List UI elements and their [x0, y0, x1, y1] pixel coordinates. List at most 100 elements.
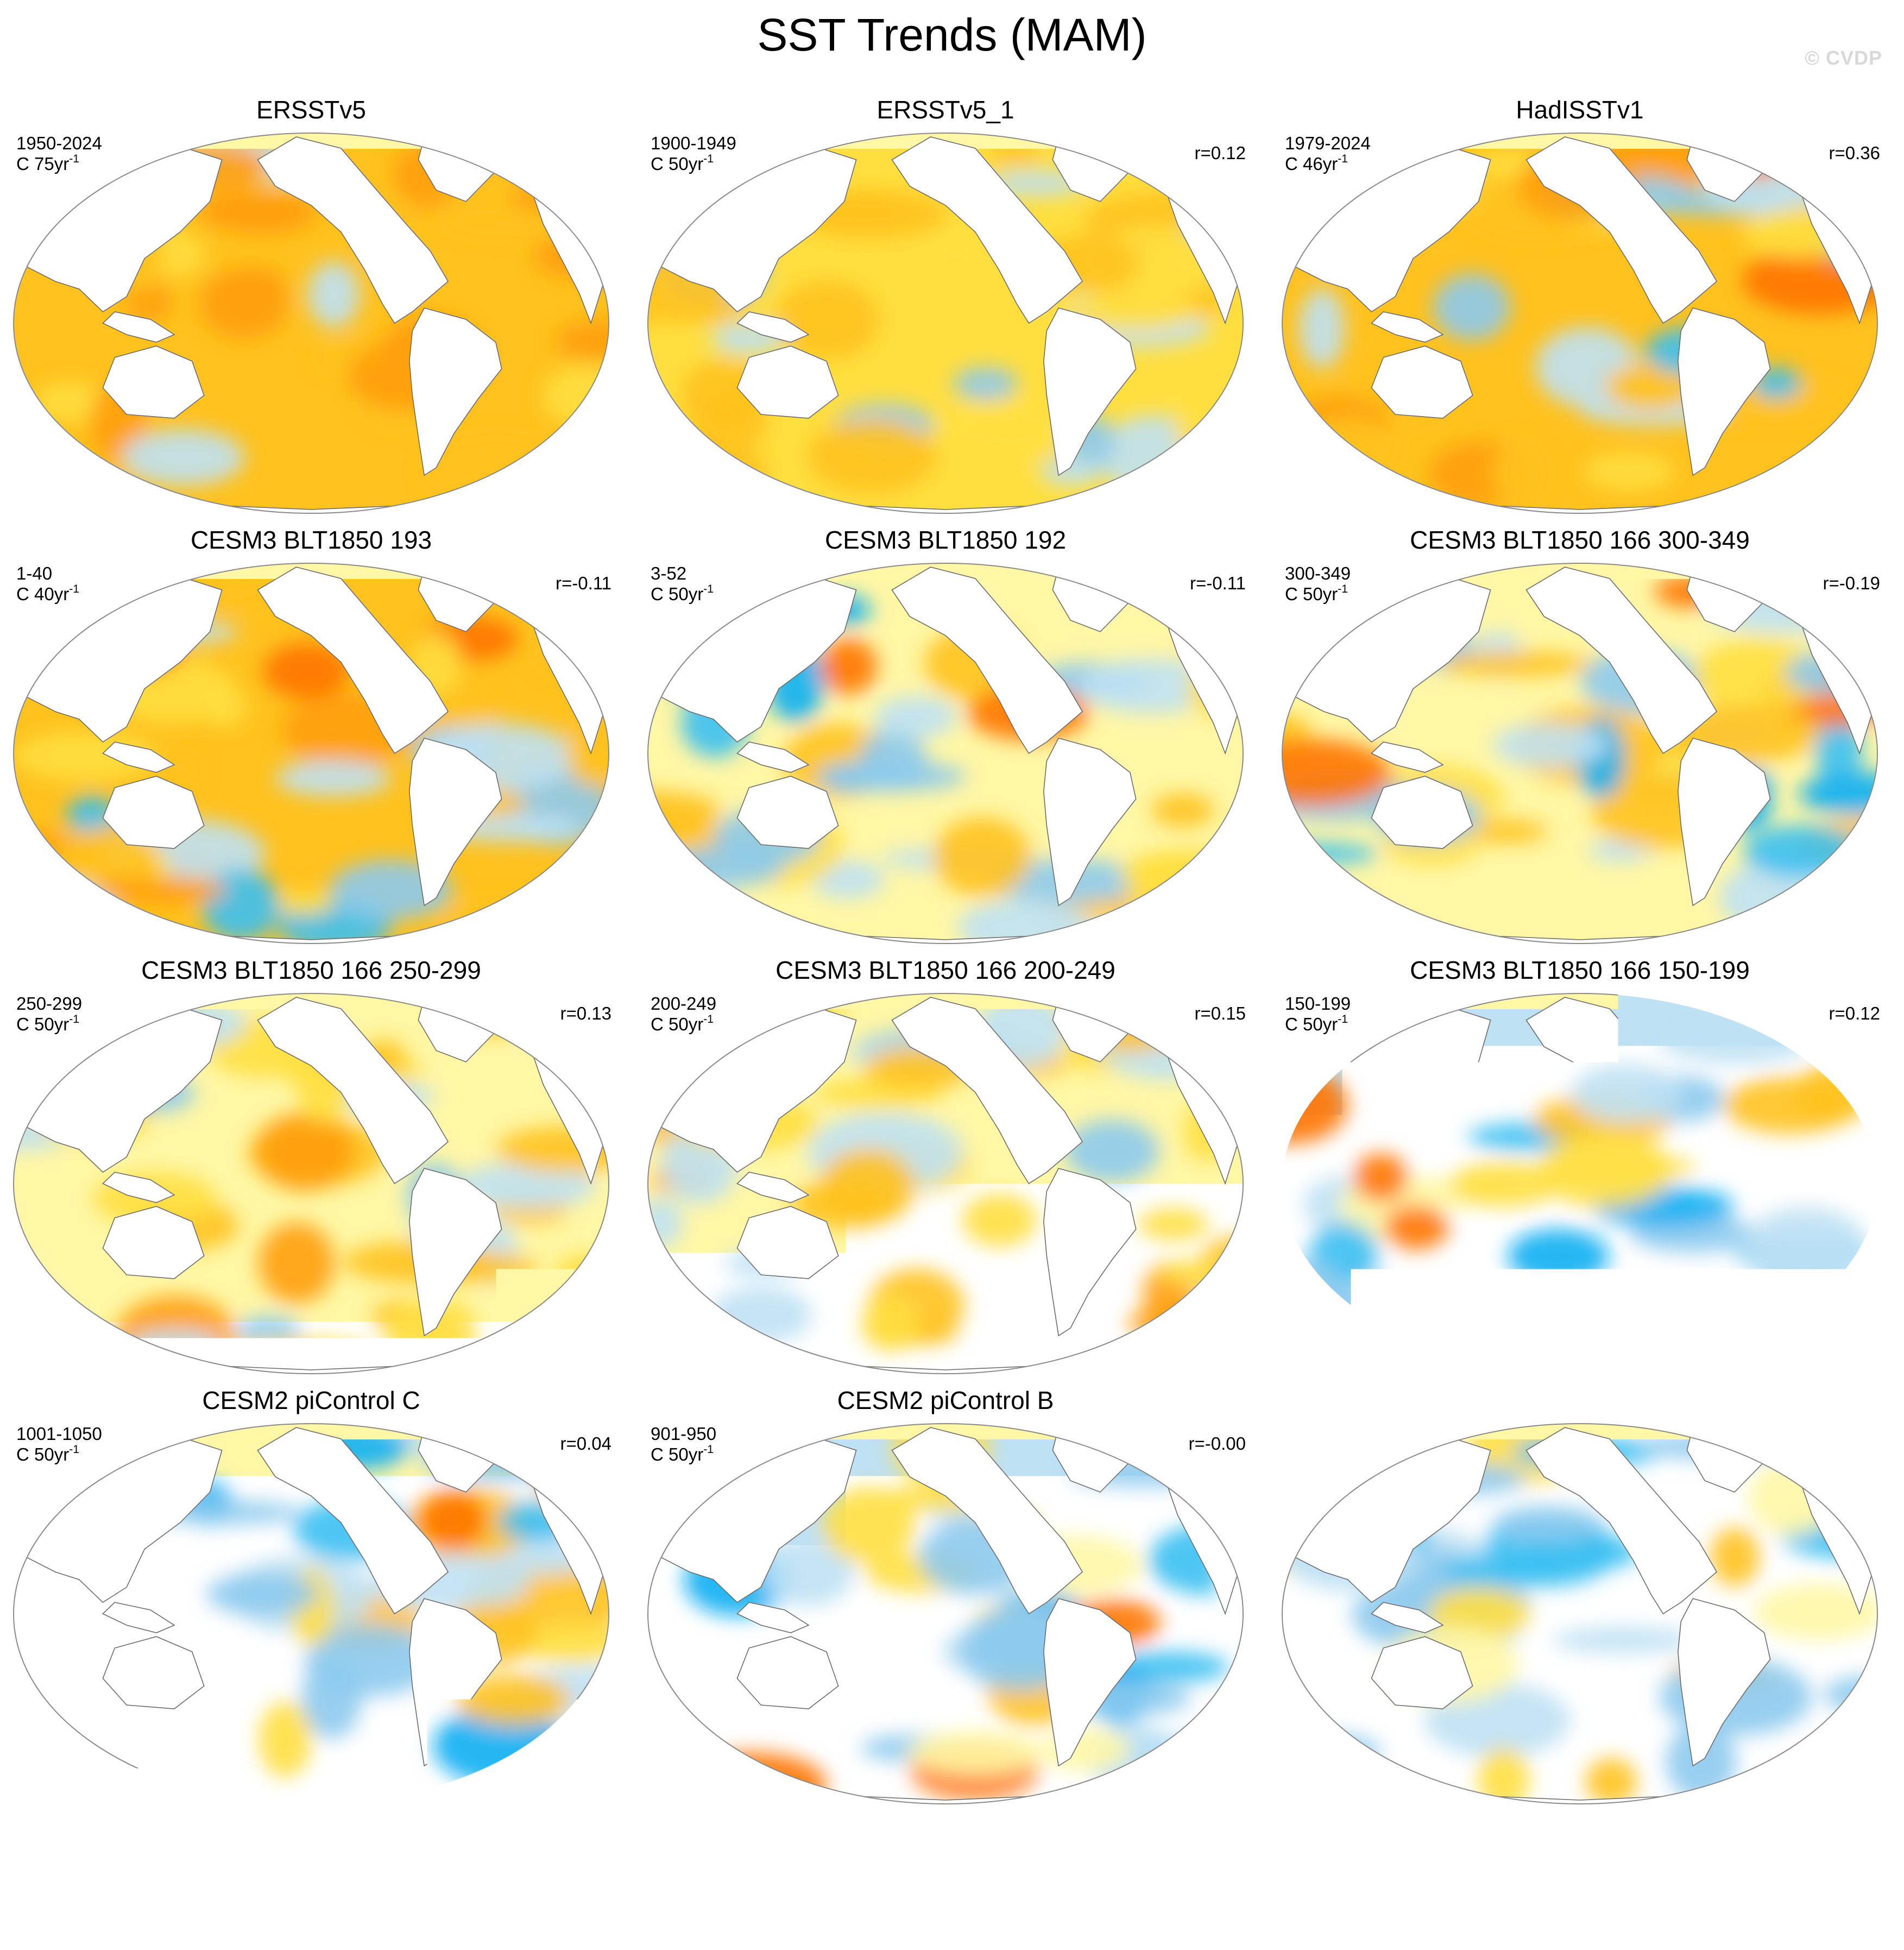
- panel-title: CESM2 piControl B: [639, 1385, 1252, 1416]
- colorbar-tick-label: -6: [411, 1912, 441, 1947]
- map-panel: CESM3 BLT1850 166 150-199 150-199 C 50yr-1…: [1273, 952, 1887, 1386]
- colorbar-swatch: [360, 1864, 426, 1898]
- colorbar-tick-label: 2: [1207, 1912, 1225, 1947]
- colorbar-labels: -6 -4 -2 -0.5 0 0.5 2 4 6: [294, 1912, 1611, 1950]
- trend-contour: [520, 449, 572, 494]
- trend-contour: [307, 262, 360, 328]
- panel-title: HadISSTv1: [1273, 95, 1887, 125]
- watermark: © CVDP: [1805, 47, 1882, 70]
- trend-contour: [94, 876, 227, 904]
- trend-contour: [259, 1223, 335, 1304]
- sst-trend-map: [10, 561, 613, 946]
- trend-contour: [1799, 1300, 1856, 1369]
- colorbar-swatch: [1545, 1864, 1611, 1898]
- trend-contour: [819, 1148, 915, 1224]
- trend-contour: [275, 760, 391, 797]
- trend-contour: [925, 234, 987, 275]
- trend-contour: [1151, 794, 1214, 827]
- figure-title: SST Trends (MAM): [0, 8, 1904, 62]
- map-panel: CESM3 BLT1850 192 3-52 C 50yr-1 r=-0.11: [639, 521, 1252, 956]
- map-panel: CESM2 piControl A 801-850 C 50yr-1 r=-0.05: [1273, 1382, 1887, 1816]
- trend-contour: [665, 1445, 745, 1480]
- map-panel: CESM3 BLT1850 166 250-299 250-299 C 50yr-1…: [4, 952, 618, 1386]
- trend-contour: [1493, 723, 1609, 767]
- sst-trend-map: [10, 1421, 613, 1807]
- colorbar-swatch: [1150, 1864, 1216, 1898]
- trend-contour: [1433, 274, 1510, 340]
- map-panel: CESM3 BLT1850 193 1-40 C 40yr-1 r=-0.11: [4, 521, 618, 956]
- panel-title: CESM3 BLT1850 166 200-249: [639, 955, 1252, 985]
- sst-trend-map: [10, 130, 613, 516]
- colorbar: [294, 1864, 1611, 1898]
- trend-contour: [710, 1287, 812, 1343]
- colorbar-swatch: [1413, 1864, 1479, 1898]
- trend-contour: [1584, 452, 1674, 490]
- trend-contour: [953, 368, 1018, 400]
- panel-title: CESM2 piControl C: [4, 1385, 618, 1416]
- trend-contour: [808, 418, 936, 494]
- trend-contour: [962, 1193, 1037, 1247]
- trend-contour: [1492, 441, 1546, 507]
- panel-title: CESM3 BLT1850 166 150-199: [1273, 955, 1887, 985]
- colorbar-swatch: [1479, 1864, 1545, 1898]
- colorbar-swatch: [953, 1864, 1018, 1898]
- trend-contour: [275, 890, 334, 915]
- colorbar-swatch: [1084, 1864, 1150, 1898]
- trend-contour: [1438, 651, 1592, 677]
- colorbar-swatch: [1018, 1864, 1084, 1898]
- trend-contour: [1297, 417, 1401, 479]
- trend-contour: [1214, 1042, 1247, 1093]
- trend-contour: [862, 1294, 919, 1351]
- trend-contour: [255, 1113, 354, 1191]
- colorbar-tick-label: -2: [674, 1912, 704, 1947]
- trend-contour: [10, 455, 80, 516]
- trend-contour: [23, 470, 135, 494]
- trend-contour: [222, 1338, 374, 1367]
- colorbar-swatch: [492, 1864, 558, 1898]
- trend-contour: [125, 1330, 222, 1362]
- sst-trend-map: [644, 991, 1247, 1376]
- sst-trend-map: [10, 991, 613, 1376]
- trend-contour: [1278, 1025, 1321, 1105]
- map-panel: HadISSTv1 1979-2024 C 46yr-1 r=0.36: [1273, 91, 1887, 526]
- trend-contour: [10, 1441, 81, 1486]
- colorbar-swatch: [558, 1864, 623, 1898]
- sst-trend-map: [644, 130, 1247, 516]
- trend-contour: [1130, 853, 1219, 926]
- sst-trend-map: [1278, 130, 1881, 516]
- map-panel: CESM3 BLT1850 166 200-249 200-249 C 50yr-1…: [639, 952, 1252, 1386]
- trend-contour: [525, 1023, 613, 1049]
- trend-contour: [1553, 1627, 1695, 1653]
- trend-contour: [1508, 1229, 1609, 1284]
- trend-contour: [907, 1731, 1045, 1776]
- trend-contour: [443, 899, 575, 940]
- trend-contour: [1849, 130, 1881, 196]
- trend-contour: [1492, 1507, 1603, 1542]
- panel-title: CESM3 BLT1850 166 250-299: [4, 955, 618, 985]
- trend-contour: [711, 448, 768, 496]
- colorbar-swatch: [294, 1864, 360, 1898]
- trend-contour: [1127, 1306, 1240, 1340]
- map-panel: ERSSTv5 1950-2024 C 75yr-1: [4, 91, 618, 526]
- map-panel: CESM3 BLT1850 166 300-349 300-349 C 50yr-1…: [1273, 521, 1887, 956]
- trend-contour: [1443, 1555, 1561, 1588]
- trend-contour: [568, 1059, 613, 1081]
- trend-contour: [217, 268, 286, 301]
- trend-contour: [1483, 1319, 1540, 1354]
- colorbar-swatch: [755, 1864, 821, 1898]
- trend-contour: [875, 696, 957, 737]
- trend-contour: [644, 130, 724, 191]
- trend-contour: [682, 1764, 751, 1790]
- map-panel: CESM2 piControl B 901-950 C 50yr-1 r=-0.00: [639, 1382, 1252, 1816]
- trend-contour: [206, 1573, 318, 1615]
- trend-contour: [122, 429, 245, 486]
- trend-contour: [555, 1254, 610, 1294]
- trend-contour: [1743, 825, 1861, 878]
- trend-contour: [934, 817, 1031, 896]
- colorbar-swatch: [426, 1864, 491, 1898]
- trend-contour: [10, 420, 61, 492]
- colorbar-swatch: [623, 1864, 689, 1898]
- sst-trend-map: [644, 561, 1247, 946]
- sst-trend-map: [1278, 561, 1881, 946]
- trend-contour: [1724, 1303, 1824, 1366]
